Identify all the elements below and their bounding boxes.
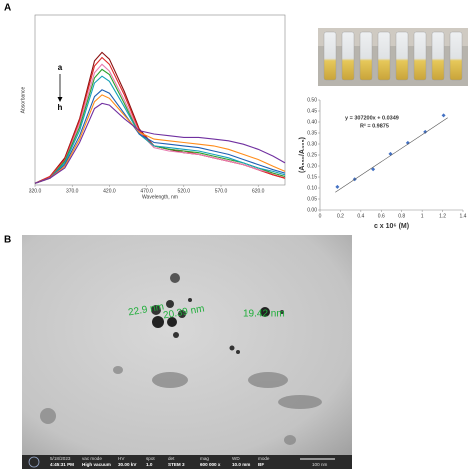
info-text: 10.0 mm — [232, 462, 250, 467]
info-text: 4:45:31 PM — [50, 462, 74, 467]
x-tick-label: 1 — [421, 213, 424, 219]
info-text: spot — [146, 456, 155, 461]
y-tick-label: 0.15 — [307, 174, 317, 180]
spectrum-line — [34, 63, 286, 184]
y-tick-label: 0.05 — [307, 196, 317, 202]
spectrum-line — [34, 94, 286, 184]
vial — [359, 31, 373, 81]
info-text: 1.0 — [146, 462, 153, 467]
plot-frame — [34, 14, 286, 186]
y-tick-label: 0.10 — [307, 185, 317, 191]
x-tick-label: 0.6 — [378, 213, 385, 219]
data-point — [405, 140, 410, 145]
annotation: h — [58, 103, 63, 112]
x-tick-label: 420.0 — [103, 188, 116, 194]
spectrum-line — [34, 102, 286, 184]
spectrum-line — [34, 89, 286, 184]
equation: y = 307200x + 0.0349 — [345, 115, 399, 121]
info-text: 5/18/2023 — [50, 456, 71, 461]
info-text: WD — [232, 456, 240, 461]
info-text: BF — [258, 462, 264, 467]
y-tick-label: 0.50 — [307, 97, 317, 103]
y-axis-label: Absorbance — [20, 86, 26, 113]
panel-label: B — [4, 235, 11, 246]
data-point — [423, 129, 428, 134]
measurement: 19.42 nm — [243, 309, 285, 320]
info-text: 600 000 x — [200, 462, 221, 467]
vial — [395, 31, 409, 81]
y-tick-label: 0.45 — [307, 108, 317, 114]
info-text: STEM 3 — [168, 462, 185, 467]
y-tick-label: 0.35 — [307, 130, 317, 136]
info-text: 30.00 kV — [118, 462, 137, 467]
x-tick-label: 1.2 — [439, 213, 446, 219]
x-tick-label: 0.8 — [398, 213, 405, 219]
x-tick-label: 620.0 — [252, 188, 265, 194]
x-axis-label: Wavelength, nm — [142, 194, 178, 200]
info-text: High vacuum — [82, 462, 111, 467]
y-axis-label: (A₅₅₀/A₄₀₅) — [299, 137, 306, 173]
vial — [341, 31, 355, 81]
vial — [413, 31, 427, 81]
fit-line — [335, 117, 448, 193]
x-tick-label: 320.0 — [29, 188, 42, 194]
y-tick-label: 0.20 — [307, 163, 317, 169]
info-text: vac mode — [82, 456, 102, 461]
data-point — [335, 184, 340, 189]
y-tick-label: 0.40 — [307, 119, 317, 125]
vial — [323, 31, 337, 81]
data-point — [441, 113, 446, 118]
data-point — [388, 151, 393, 156]
vial — [449, 31, 463, 81]
arrow-head — [57, 97, 63, 102]
y-tick-label: 0.00 — [307, 207, 317, 213]
x-tick-label: 0.2 — [337, 213, 344, 219]
info-text: mode — [258, 456, 270, 461]
x-tick-label: 370.0 — [66, 188, 79, 194]
data-point — [371, 167, 376, 172]
y-tick-label: 0.30 — [307, 141, 317, 147]
x-tick-label: 570.0 — [215, 188, 228, 194]
x-tick-label: 1.4 — [460, 213, 467, 219]
tem-image — [22, 235, 352, 469]
annotation: a — [58, 63, 63, 72]
x-axis-label: c x 10⁶ (M) — [374, 223, 409, 230]
info-text: mag — [200, 456, 209, 461]
vial-photo — [318, 28, 468, 86]
vial — [377, 31, 391, 81]
x-tick-label: 0.4 — [357, 213, 364, 219]
panel-label: A — [4, 3, 11, 14]
info-text: HV — [118, 456, 125, 461]
spectrum-line — [34, 51, 286, 184]
info-text: det — [168, 456, 175, 461]
vial — [431, 31, 445, 81]
scale-bar-label: 100 nm — [312, 462, 327, 467]
x-tick-label: 0 — [319, 213, 322, 219]
x-tick-label: 520.0 — [178, 188, 191, 194]
r-squared: R² = 0.9875 — [360, 122, 389, 129]
y-tick-label: 0.25 — [307, 152, 317, 158]
spectrum-line — [34, 75, 286, 184]
x-tick-label: 470.0 — [140, 188, 153, 194]
